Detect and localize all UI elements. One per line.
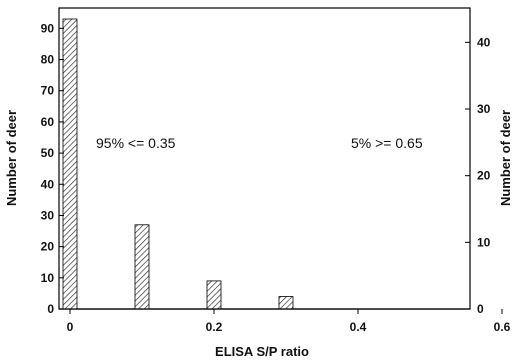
right-tick-label: 30 (477, 102, 491, 116)
right-tick-label: 0 (477, 302, 484, 316)
right-y-axis: 0 10 20 30 40 (465, 35, 491, 316)
left-tick-label: 0 (47, 302, 54, 316)
right-tick-label: 40 (477, 35, 491, 49)
left-tick-label: 10 (41, 271, 55, 285)
x-tick-label: 0.2 (206, 320, 223, 334)
left-tick-label: 80 (41, 53, 55, 67)
annotation-right: 5% >= 0.65 (351, 135, 423, 151)
bar-hatched-3 (278, 296, 294, 310)
right-y-axis-title: Number of deer (498, 110, 513, 206)
bar-hatched-1 (134, 224, 150, 310)
left-tick-label: 50 (41, 146, 55, 160)
x-axis: 00.20.40.60.8>1.0 (67, 309, 511, 334)
left-tick-label: 60 (41, 115, 55, 129)
bars-group (59, 18, 470, 310)
right-tick-label: 10 (477, 235, 491, 249)
bar-hatched-2 (206, 280, 222, 310)
left-tick-label: 70 (41, 84, 55, 98)
plot-frame (58, 7, 471, 310)
left-tick-label: 90 (41, 21, 55, 35)
annotation-left: 95% <= 0.35 (96, 135, 176, 151)
left-tick-label: 30 (41, 208, 55, 222)
right-tick-label: 20 (477, 169, 491, 183)
left-y-axis-title: Number of deer (4, 110, 19, 206)
left-tick-label: 40 (41, 177, 55, 191)
bar-hatched-0 (62, 18, 78, 310)
x-axis-title: ELISA S/P ratio (215, 344, 309, 359)
x-tick-label: 0.6 (494, 320, 511, 334)
left-y-axis: 0 10 20 30 40 50 60 70 80 90 (41, 21, 64, 316)
x-tick-label: 0.4 (350, 320, 367, 334)
x-tick-label: 0 (67, 320, 74, 334)
left-tick-label: 20 (41, 240, 55, 254)
